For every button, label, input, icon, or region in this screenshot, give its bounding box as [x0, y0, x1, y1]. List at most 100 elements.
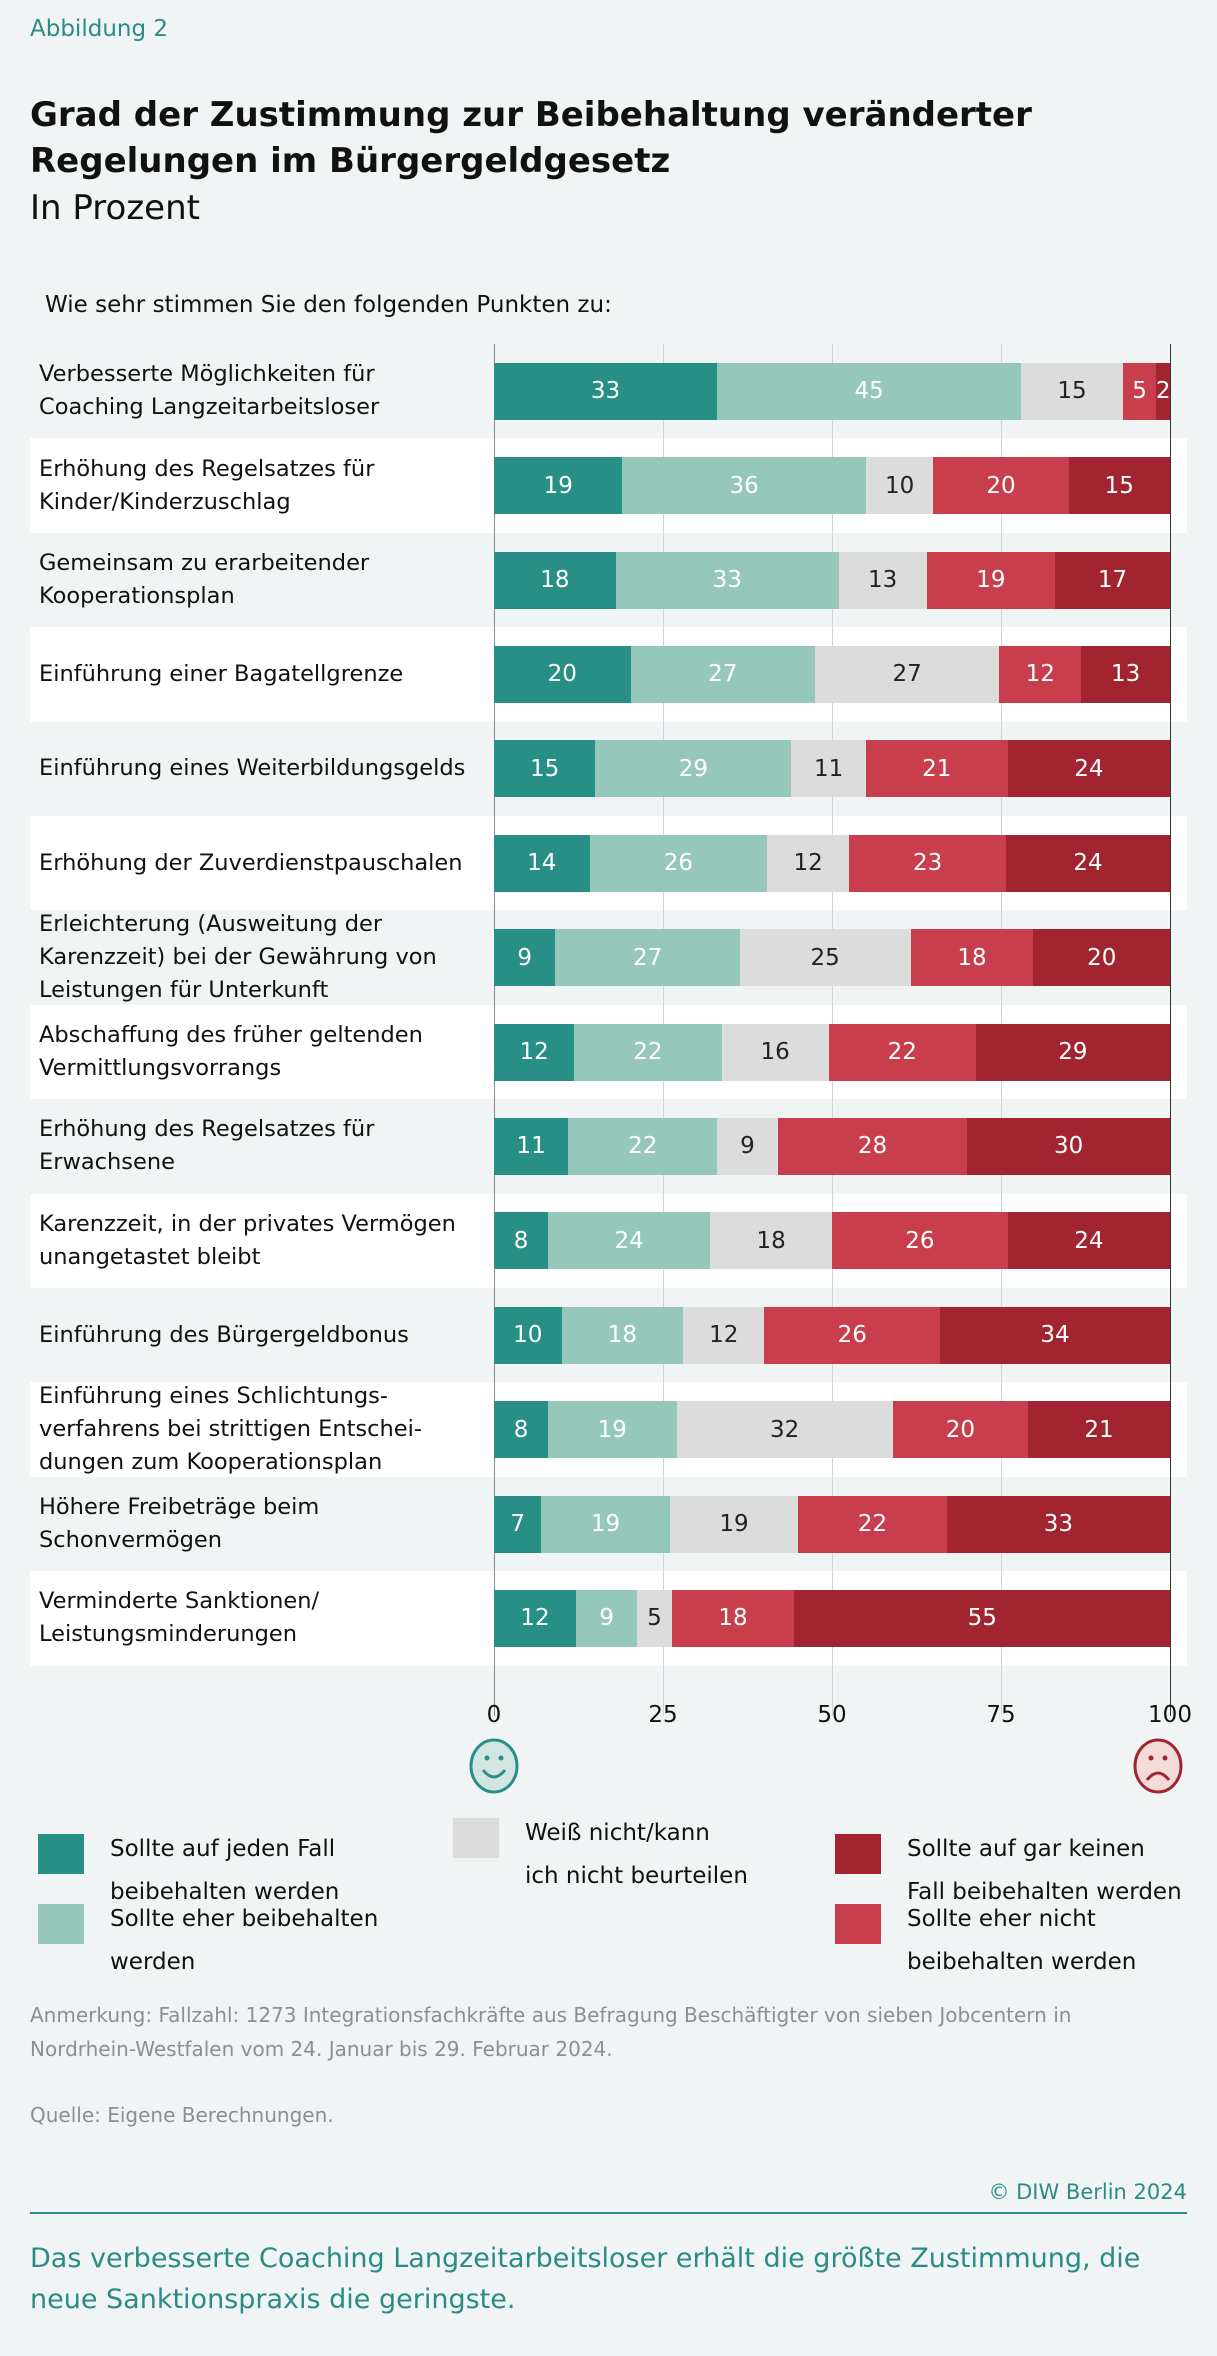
category-label: Erhöhung des Regelsatzes für Kinder/Kind…: [39, 455, 375, 515]
bar-segment: 33: [494, 362, 718, 420]
category-label: Gemeinsam zu erarbeitender Kooperationsp…: [39, 549, 370, 609]
legend-swatch: [38, 1904, 84, 1944]
bar-segment: 23: [849, 834, 1007, 892]
bar-segment: 19: [541, 1495, 670, 1553]
legend-label: Sollte auf jeden Fall beibehalten werden: [110, 1836, 340, 1905]
bar-segment: 12: [767, 834, 850, 892]
x-tick-label: 100: [1148, 1701, 1192, 1728]
x-tick-label: 75: [986, 1701, 1016, 1728]
category-label: Einführung des Bürgergeldbonus: [39, 1321, 409, 1348]
bar-segment: 18: [710, 1212, 832, 1270]
bar-segment: 17: [1055, 551, 1170, 609]
chart-subtitle: In Prozent: [30, 188, 200, 228]
bar-segment: 24: [548, 1212, 711, 1270]
x-tick-label: 50: [817, 1701, 847, 1728]
bar-segment: 20: [494, 645, 631, 703]
category-label: Einführung eines Weiterbildungsgelds: [39, 755, 466, 782]
copyright: © DIW Berlin 2024: [988, 2180, 1187, 2204]
category-label: Abschaffung des früher geltenden Vermitt…: [39, 1021, 423, 1081]
bar-segment: 27: [630, 645, 815, 703]
category-label: Erhöhung des Regelsatzes für Erwachsene: [39, 1116, 375, 1176]
bar-segment: 5: [1122, 362, 1157, 420]
bar-segment: 22: [574, 1023, 722, 1081]
bar-segment: 18: [671, 1589, 795, 1647]
category-label: Erhöhung der Zuverdienstpauschalen: [39, 849, 463, 876]
bar-segment: 20: [933, 457, 1069, 515]
legend-label: Sollte auf gar keinen Fall beibehalten w…: [907, 1836, 1182, 1905]
gridline: [1170, 344, 1171, 1716]
category-label: Erleichterung (Ausweitung der Karenzzeit…: [39, 911, 437, 1004]
bar-segment: 7: [494, 1495, 542, 1553]
bar-segment: 22: [828, 1023, 976, 1081]
bar-segment: 32: [676, 1401, 893, 1459]
bar-segment: 20: [1033, 929, 1170, 987]
bar-segment: 10: [494, 1306, 562, 1364]
bar-segment: 18: [561, 1306, 684, 1364]
legend-label: Sollte eher nicht beibehalten werden: [907, 1906, 1137, 1975]
bar-segment: 19: [494, 457, 623, 515]
bar-segment: 18: [910, 929, 1034, 987]
category-label: Karenzzeit, in der privates Vermögen una…: [39, 1210, 456, 1270]
bar-segment: 33: [615, 551, 839, 609]
bar-segment: 15: [1068, 457, 1170, 515]
bar-segment: 22: [798, 1495, 947, 1553]
bar-segment: 24: [1007, 740, 1170, 798]
bar-segment: 10: [865, 457, 934, 515]
bar-segment: 19: [926, 551, 1056, 609]
bar-segment: 12: [999, 645, 1082, 703]
x-tick-label: 25: [648, 1701, 678, 1728]
bar-segment: 33: [946, 1495, 1170, 1553]
divider: [30, 2212, 1187, 2214]
bar-segment: 55: [794, 1589, 1170, 1647]
bar-segment: 26: [832, 1212, 1008, 1270]
legend-swatch: [38, 1834, 84, 1874]
category-label: Verbesserte Möglichkeiten für Coaching L…: [39, 361, 380, 421]
category-label: Einführung einer Bagatellgrenze: [39, 660, 404, 687]
category-label: Verminderte Sanktionen/ Leistungsminderu…: [39, 1588, 320, 1648]
bar-segment: 2: [1156, 362, 1171, 420]
bar-segment: 19: [669, 1495, 799, 1553]
bar-segment: 9: [575, 1589, 638, 1647]
bar-segment: 24: [1007, 1212, 1170, 1270]
bar-segment: 36: [622, 457, 866, 515]
bar-segment: 26: [589, 834, 768, 892]
bar-segment: 20: [892, 1401, 1029, 1459]
bar-segment: 29: [595, 740, 792, 798]
bar-segment: 15: [1021, 362, 1123, 420]
bar-segment: 9: [717, 1117, 778, 1175]
bar-segment: 34: [940, 1306, 1170, 1364]
note: Anmerkung: Fallzahl: 1273 Integrationsfa…: [30, 2003, 1072, 2061]
chart-title: Grad der Zustimmung zur Beibehaltung ver…: [30, 95, 1032, 181]
bar-segment: 28: [777, 1117, 968, 1175]
bar-segment: 13: [1081, 645, 1170, 703]
bar-segment: 27: [555, 929, 740, 987]
figure-label: Abbildung 2: [30, 16, 169, 42]
bar-segment: 11: [791, 740, 866, 798]
bar-segment: 12: [494, 1589, 576, 1647]
legend-swatch: [835, 1834, 881, 1874]
bar-segment: 11: [494, 1117, 569, 1175]
bar-segment: 8: [494, 1401, 549, 1459]
bar-segment: 14: [494, 834, 590, 892]
bar-segment: 27: [814, 645, 1000, 703]
survey-question: Wie sehr stimmen Sie den folgenden Punkt…: [45, 292, 612, 318]
takeaway-text: Das verbesserte Coaching Langzeitarbeits…: [30, 2243, 1141, 2315]
bar-segment: 21: [1028, 1401, 1170, 1459]
bar-segment: 19: [548, 1401, 677, 1459]
smiley-sad-icon: [1133, 1738, 1183, 1794]
bar-segment: 8: [494, 1212, 549, 1270]
bar-segment: 25: [739, 929, 911, 987]
category-label: Höhere Freibeträge beim Schonvermögen: [39, 1493, 320, 1553]
x-tick-label: 0: [486, 1701, 502, 1728]
smiley-happy-icon: [469, 1738, 519, 1794]
bar-segment: 45: [717, 362, 1022, 420]
source: Quelle: Eigene Berechnungen.: [30, 2103, 334, 2127]
bar-segment: 15: [494, 740, 596, 798]
bar-segment: 30: [967, 1117, 1170, 1175]
legend-label: Weiß nicht/kann ich nicht beurteilen: [525, 1820, 748, 1889]
bar-segment: 22: [568, 1117, 718, 1175]
bar-segment: 21: [865, 740, 1008, 798]
bar-segment: 9: [494, 929, 556, 987]
category-label: Einführung eines Schlichtungs- verfahren…: [39, 1383, 422, 1476]
bar-segment: 12: [494, 1023, 575, 1081]
